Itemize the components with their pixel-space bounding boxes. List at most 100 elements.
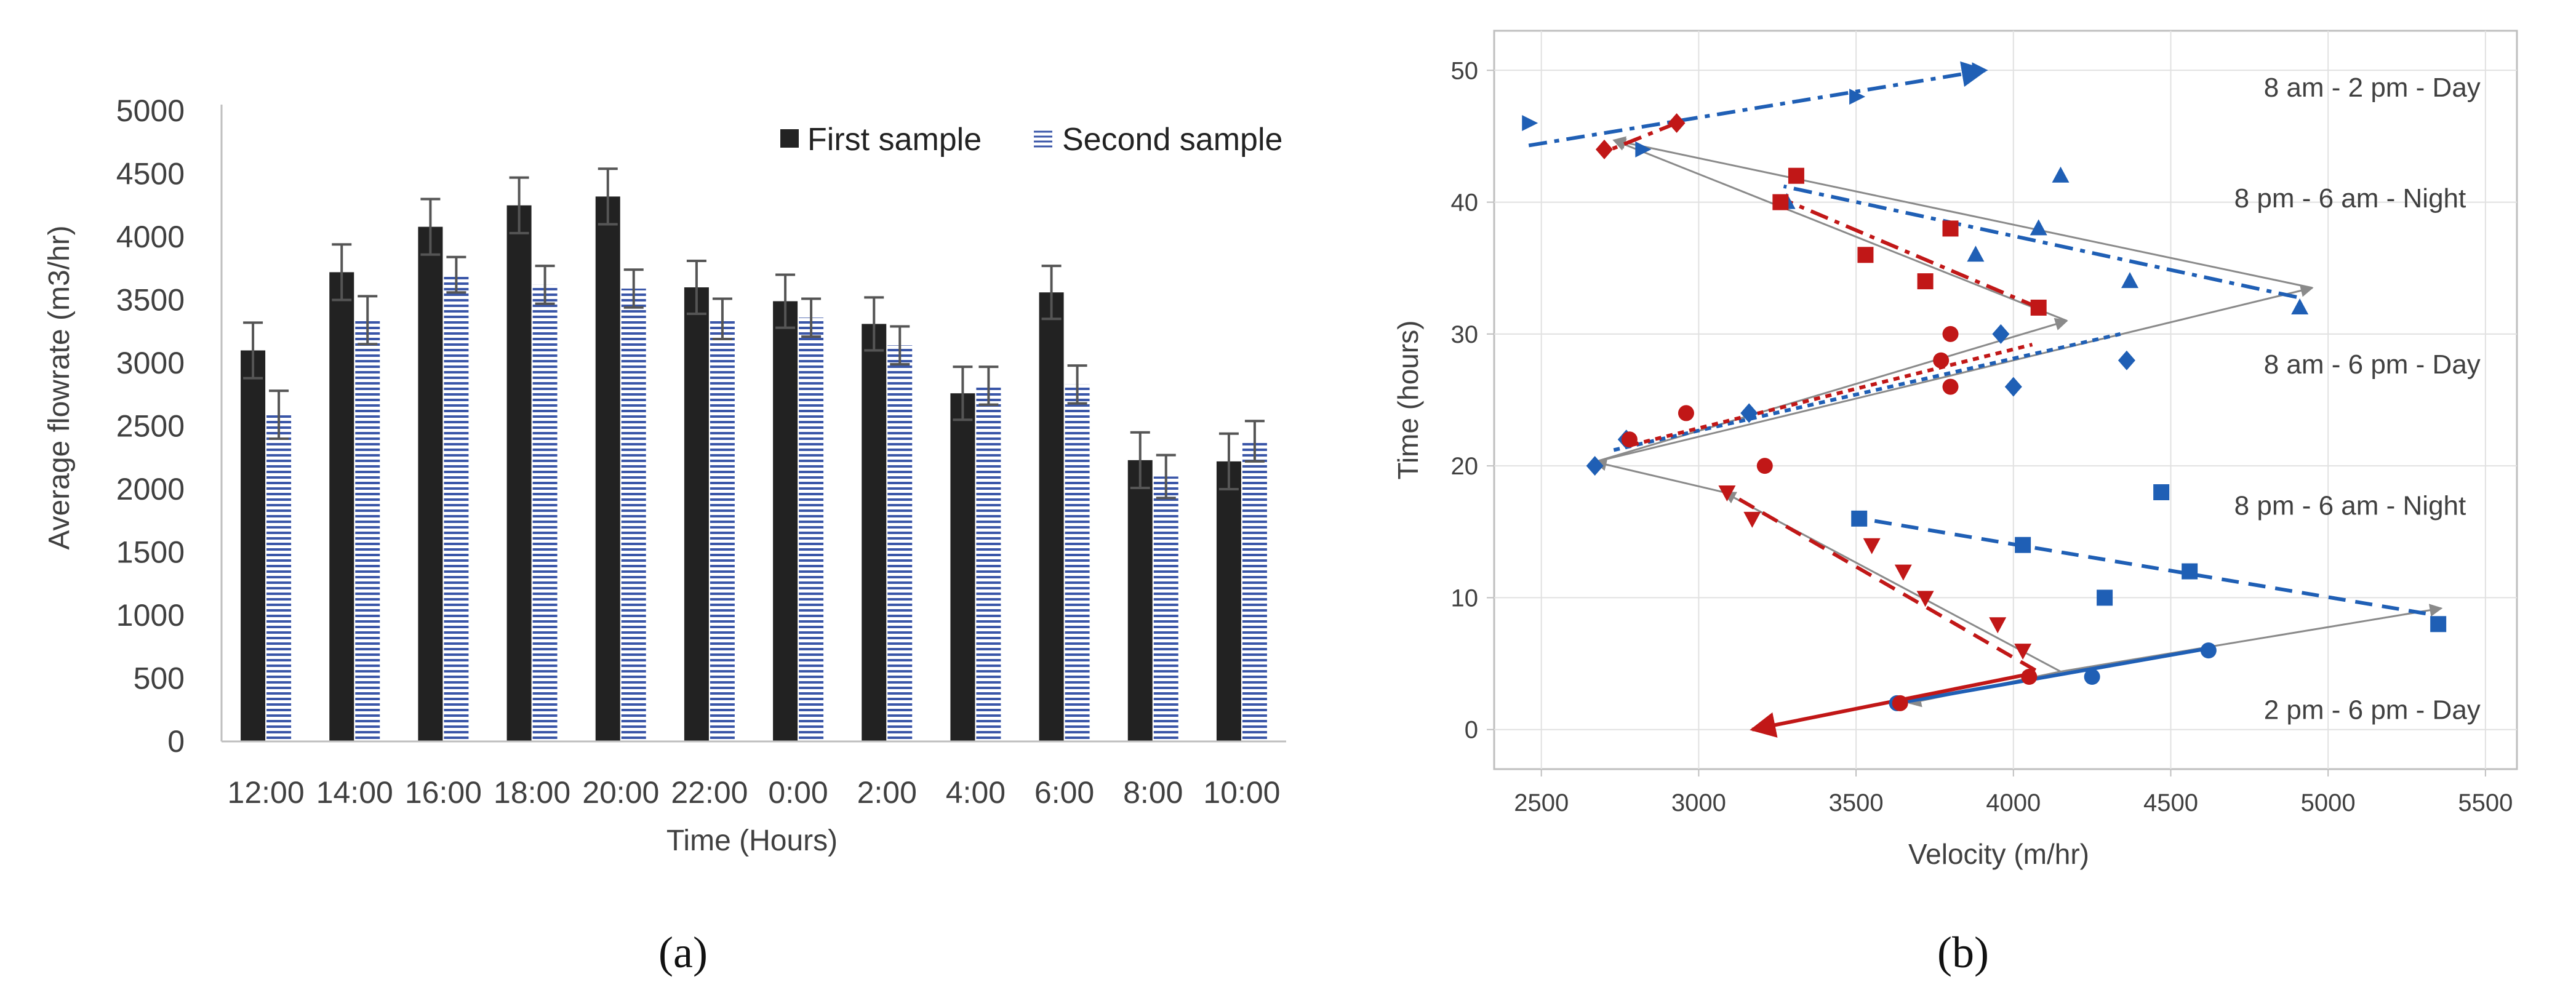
- x-tick-label: 12:00: [228, 775, 305, 810]
- error-bar: [509, 176, 529, 234]
- y-tick-label: 30: [1451, 321, 1479, 348]
- y-tick-label: 20: [1451, 453, 1479, 480]
- period-annotation: 8 am - 6 pm - Day: [2264, 349, 2481, 380]
- trajectory-arrow: [1594, 284, 2314, 463]
- y-tick-label: 40: [1451, 190, 1479, 217]
- data-point: [1849, 89, 1866, 105]
- error-bar: [686, 259, 706, 316]
- y-tick-label: 4500: [116, 157, 185, 191]
- y-tick-label: 500: [134, 661, 185, 696]
- x-tick-label: 10:00: [1203, 775, 1280, 810]
- data-point: [1635, 141, 1652, 158]
- data-point: [1894, 564, 1912, 581]
- data-point: [1668, 113, 1686, 133]
- bar-group: [241, 196, 1267, 742]
- data-point: [2084, 669, 2100, 685]
- data-point: [2015, 537, 2031, 553]
- data-point: [2021, 669, 2038, 685]
- legend: First sample Second sample: [780, 122, 1282, 158]
- data-points: [1522, 62, 2447, 711]
- period-annotation: 2 pm - 6 pm - Day: [2264, 695, 2481, 725]
- period-annotation: 8 am - 2 pm - Day: [2264, 73, 2481, 103]
- trajectory-arrow: [1593, 458, 1724, 493]
- gridlines: [1494, 31, 2517, 769]
- data-point: [2118, 350, 2135, 370]
- y-tick-label: 5000: [116, 94, 185, 128]
- bar-second-sample: [355, 320, 380, 741]
- data-point: [1942, 220, 1959, 237]
- bar-second-sample: [266, 415, 292, 741]
- x-tick-label: 4:00: [946, 775, 1006, 810]
- x-tick-label: 2500: [1514, 789, 1569, 816]
- error-bar: [446, 255, 466, 294]
- data-point: [2030, 300, 2047, 316]
- bar-second-sample: [1065, 384, 1090, 741]
- data-point: [1678, 405, 1694, 421]
- bar-first-sample: [418, 226, 443, 742]
- data-point: [1942, 378, 1959, 395]
- y-axis-title-b: Time (hours): [1392, 321, 1424, 480]
- legend-swatch-first: [780, 129, 799, 148]
- x-tick-label: 20:00: [582, 775, 659, 810]
- bar-second-sample: [799, 317, 824, 741]
- error-bar: [712, 297, 732, 341]
- data-point: [2430, 616, 2447, 633]
- x-tick-label: 6:00: [1034, 775, 1094, 810]
- data-point: [1892, 695, 1908, 711]
- x-tick-label: 2:00: [857, 775, 917, 810]
- bar-first-sample: [1039, 292, 1064, 741]
- x-tick-label: 3000: [1671, 789, 1726, 816]
- data-point: [1857, 247, 1874, 263]
- bar-first-sample: [329, 272, 354, 741]
- data-point: [1967, 246, 1985, 262]
- y-tick-label: 3500: [116, 283, 185, 317]
- error-bar: [358, 295, 378, 346]
- data-point: [2014, 644, 2032, 660]
- period-annotation: 8 pm - 6 am - Night: [2234, 490, 2466, 521]
- fit-line: [1613, 332, 2121, 452]
- x-tick-label: 8:00: [1123, 775, 1183, 810]
- data-point: [1788, 167, 1804, 184]
- chart-a-axes: [220, 105, 1286, 743]
- trajectory-arrow: [1594, 317, 2068, 463]
- trajectory-arrow: [1612, 138, 2068, 322]
- error-bar-group: [243, 167, 1265, 500]
- x-tick-label: 0:00: [768, 775, 828, 810]
- fit-line: [1852, 515, 2426, 616]
- y-tick-label: 1500: [116, 535, 185, 570]
- error-bar: [243, 321, 263, 380]
- y-tick-label: 4000: [116, 220, 185, 254]
- data-point: [1863, 538, 1881, 554]
- bar-first-sample: [506, 205, 532, 741]
- tick-labels: 2500 3000 3500 4000 4500 5000 5500 0 10 20 30 40 50: [1451, 57, 2513, 816]
- error-bar: [1156, 453, 1176, 500]
- trajectory-arrow: [1612, 136, 2313, 289]
- error-bar: [1218, 432, 1239, 490]
- panel-label-b: (b): [1937, 928, 1989, 977]
- error-bar: [864, 296, 884, 352]
- period-annotations: 8 am - 2 pm - Day 8 pm - 6 am - Night 8 am…: [2234, 73, 2481, 725]
- bar-second-sample: [444, 274, 469, 741]
- y-tick-label: 50: [1451, 57, 1479, 84]
- data-point: [1718, 485, 1736, 501]
- bar-second-sample: [887, 345, 913, 741]
- data-point: [1989, 617, 2007, 634]
- fit-line: [1897, 645, 2212, 705]
- error-bar: [1067, 364, 1087, 405]
- x-tick-label: 4500: [2143, 789, 2198, 816]
- bar-first-sample: [1127, 460, 1153, 741]
- data-point: [1740, 403, 1758, 423]
- y-tick-label: 1000: [116, 598, 185, 633]
- x-tick-label: 5000: [2301, 789, 2356, 816]
- data-point: [1992, 324, 2010, 344]
- error-bar: [1244, 420, 1265, 463]
- data-point: [1772, 194, 1789, 210]
- error-bar: [978, 365, 999, 406]
- legend-label-second: Second sample: [1062, 122, 1282, 158]
- data-point: [2097, 589, 2113, 606]
- error-bar: [890, 325, 910, 366]
- fit-line: [1726, 490, 2037, 672]
- bar-second-sample: [621, 289, 646, 741]
- trajectory-arrow: [1722, 491, 2062, 673]
- x-tick-label: 18:00: [494, 775, 570, 810]
